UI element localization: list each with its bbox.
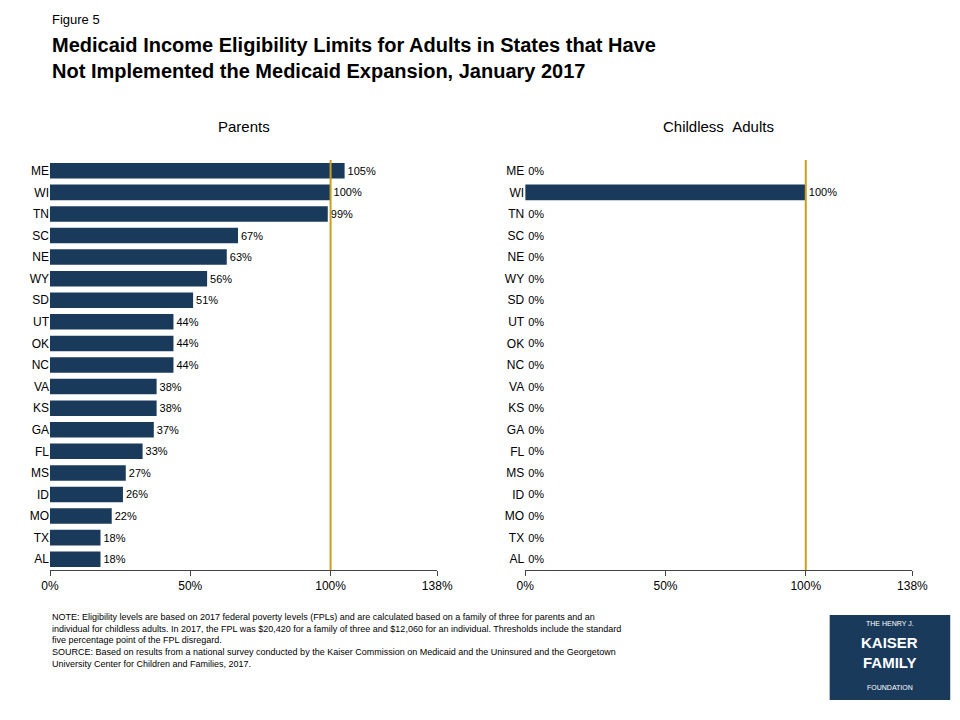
svg-text:AL: AL (34, 552, 49, 566)
svg-text:MS: MS (506, 466, 524, 480)
svg-text:Parents: Parents (218, 118, 270, 135)
svg-text:0%: 0% (528, 445, 544, 457)
svg-text:FL: FL (35, 445, 49, 459)
svg-text:51%: 51% (196, 294, 218, 306)
svg-text:0%: 0% (528, 230, 544, 242)
svg-text:100%: 100% (334, 186, 362, 198)
svg-text:33%: 33% (146, 445, 168, 457)
svg-text:38%: 38% (160, 402, 182, 414)
svg-text:44%: 44% (176, 316, 198, 328)
svg-text:105%: 105% (348, 165, 376, 177)
svg-text:26%: 26% (126, 488, 148, 500)
svg-text:WI: WI (34, 186, 49, 200)
svg-text:KS: KS (508, 401, 524, 415)
svg-text:OK: OK (32, 337, 49, 351)
svg-text:0%: 0% (528, 553, 544, 565)
svg-text:Medicaid Income Eligibility Li: Medicaid Income Eligibility Limits for A… (52, 34, 656, 82)
svg-text:0%: 0% (41, 579, 59, 593)
svg-text:FAMILY: FAMILY (863, 654, 917, 671)
svg-text:TN: TN (33, 207, 49, 221)
svg-text:99%: 99% (331, 208, 353, 220)
svg-text:100%: 100% (315, 579, 346, 593)
svg-text:0%: 0% (528, 273, 544, 285)
svg-text:MO: MO (30, 509, 49, 523)
svg-text:0%: 0% (528, 402, 544, 414)
svg-text:37%: 37% (157, 424, 179, 436)
svg-text:WY: WY (30, 272, 49, 286)
svg-text:NC: NC (507, 358, 525, 372)
svg-text:WY: WY (505, 272, 524, 286)
svg-text:Childless Adults: Childless Adults (663, 118, 774, 135)
svg-text:NE: NE (508, 250, 525, 264)
svg-text:0%: 0% (528, 467, 544, 479)
svg-text:67%: 67% (241, 230, 263, 242)
svg-text:ID: ID (37, 488, 49, 502)
svg-text:TN: TN (508, 207, 524, 221)
svg-text:22%: 22% (115, 510, 137, 522)
svg-text:VA: VA (34, 380, 49, 394)
svg-text:FL: FL (510, 445, 524, 459)
svg-text:NC: NC (32, 358, 50, 372)
svg-text:0%: 0% (528, 510, 544, 522)
svg-text:TX: TX (34, 531, 49, 545)
svg-text:UT: UT (508, 315, 525, 329)
svg-text:ME: ME (506, 164, 524, 178)
svg-text:SC: SC (32, 229, 49, 243)
svg-text:NE: NE (32, 250, 49, 264)
svg-text:FOUNDATION: FOUNDATION (867, 684, 913, 691)
svg-text:AL: AL (510, 552, 525, 566)
svg-text:0%: 0% (528, 251, 544, 263)
svg-text:138%: 138% (422, 579, 453, 593)
svg-text:44%: 44% (176, 337, 198, 349)
svg-text:100%: 100% (809, 186, 837, 198)
svg-text:27%: 27% (129, 467, 151, 479)
svg-text:Figure 5: Figure 5 (52, 12, 100, 27)
svg-text:44%: 44% (176, 359, 198, 371)
svg-text:NOTE: Eligibility levels are b: NOTE: Eligibility levels are based on 20… (52, 612, 621, 669)
svg-text:OK: OK (507, 337, 524, 351)
svg-text:0%: 0% (528, 359, 544, 371)
svg-text:KS: KS (33, 401, 49, 415)
svg-text:KAISER: KAISER (861, 634, 918, 651)
svg-text:0%: 0% (528, 488, 544, 500)
svg-text:50%: 50% (178, 579, 202, 593)
svg-text:MS: MS (31, 466, 49, 480)
svg-text:0%: 0% (528, 532, 544, 544)
svg-text:38%: 38% (160, 381, 182, 393)
svg-text:0%: 0% (528, 165, 544, 177)
svg-text:56%: 56% (210, 273, 232, 285)
svg-text:18%: 18% (104, 532, 126, 544)
svg-text:GA: GA (32, 423, 49, 437)
svg-text:100%: 100% (790, 579, 821, 593)
svg-text:0%: 0% (528, 294, 544, 306)
svg-text:0%: 0% (528, 316, 544, 328)
svg-text:SD: SD (508, 293, 525, 307)
svg-text:SD: SD (32, 293, 49, 307)
svg-text:0%: 0% (528, 381, 544, 393)
svg-text:GA: GA (507, 423, 524, 437)
svg-text:0%: 0% (528, 424, 544, 436)
svg-text:THE HENRY J.: THE HENRY J. (866, 620, 914, 627)
svg-text:63%: 63% (230, 251, 252, 263)
svg-text:UT: UT (33, 315, 50, 329)
svg-text:ID: ID (512, 488, 524, 502)
svg-text:ME: ME (31, 164, 49, 178)
svg-text:VA: VA (509, 380, 524, 394)
svg-text:MO: MO (505, 509, 524, 523)
svg-text:0%: 0% (517, 579, 535, 593)
svg-text:TX: TX (509, 531, 524, 545)
svg-text:SC: SC (508, 229, 525, 243)
svg-text:18%: 18% (104, 553, 126, 565)
svg-text:0%: 0% (528, 208, 544, 220)
svg-text:138%: 138% (897, 579, 928, 593)
svg-text:0%: 0% (528, 337, 544, 349)
svg-text:WI: WI (510, 186, 525, 200)
svg-text:50%: 50% (653, 579, 677, 593)
